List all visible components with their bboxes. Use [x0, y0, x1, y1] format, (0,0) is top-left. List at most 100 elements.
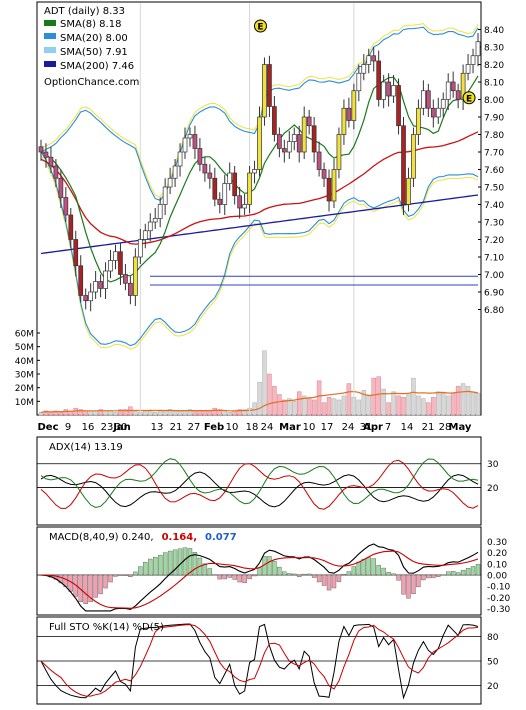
volume-bar	[296, 391, 302, 416]
candle-body	[232, 172, 238, 197]
volume-bar	[440, 392, 446, 416]
minus-di-line	[40, 459, 479, 510]
volume-bar	[406, 392, 411, 416]
macd-histogram-bar	[277, 566, 282, 576]
price-tick-label: 8.10	[484, 79, 504, 89]
macd-histogram-bar	[460, 570, 466, 576]
volume-bar	[93, 410, 98, 416]
volume-bar	[277, 394, 282, 416]
volume-bar	[118, 409, 123, 416]
volume-bar	[43, 410, 49, 416]
date-label: 31	[360, 422, 373, 433]
earnings-marker	[253, 19, 267, 33]
candle-body	[212, 177, 218, 200]
adx-panel: 30 20	[37, 458, 499, 510]
sto-tick-label: 80	[487, 633, 499, 643]
macd-histogram-bar	[282, 571, 287, 576]
candle-body	[257, 116, 262, 170]
candle-body	[83, 295, 89, 302]
candle-body	[133, 256, 138, 296]
date-label: 24	[261, 422, 274, 433]
volume-bar	[326, 396, 332, 416]
earnings-marker-label: E	[466, 94, 472, 104]
macd-histogram-bar	[297, 574, 302, 577]
macd-line	[40, 543, 479, 612]
macd-histogram-bar	[113, 574, 118, 577]
date-label: 21	[422, 422, 435, 433]
candle-body	[281, 148, 287, 153]
macd-tick-label: 0.20	[487, 549, 507, 559]
adx-title: ADX(14) 13.19	[49, 442, 123, 453]
date-label: Dec	[37, 422, 58, 433]
candle-body	[217, 198, 223, 205]
macd-histogram-bar	[426, 574, 431, 579]
volume-bar	[123, 409, 128, 416]
sma20-swatch	[44, 33, 56, 39]
volume-bar	[108, 410, 113, 416]
macd-histogram-bar	[470, 566, 476, 576]
volume-tick-label: 60M	[15, 330, 34, 340]
volume-bar	[272, 386, 277, 416]
candle-body	[455, 90, 461, 100]
candle-body	[157, 204, 163, 219]
macd-histogram-bar	[242, 574, 247, 584]
macd-histogram-bar	[371, 558, 376, 576]
candle-body	[207, 172, 213, 179]
macd-histogram-bar	[411, 574, 416, 595]
candle-body	[376, 60, 382, 100]
volume-bar	[217, 409, 223, 416]
volume-bar	[98, 409, 103, 416]
sma8-legend: SMA(8) 8.18	[60, 19, 121, 30]
macd-histogram-bar	[406, 574, 411, 599]
date-label: 23	[101, 422, 114, 433]
volume-bar	[287, 398, 292, 416]
candle-body	[53, 165, 59, 179]
candle-body	[301, 116, 307, 153]
candle-body	[386, 81, 391, 97]
candle-body	[162, 186, 168, 205]
macd-histogram-bar	[381, 567, 386, 576]
volume-bar	[103, 410, 108, 416]
candle-body	[68, 214, 74, 240]
price-tick-label: 6.80	[484, 306, 504, 316]
macd-histogram-bar	[361, 558, 366, 576]
sma200-legend: SMA(200) 7.46	[60, 61, 134, 72]
candle-body	[396, 85, 401, 127]
volume-bar	[143, 410, 148, 416]
macd-histogram-bar	[98, 574, 103, 595]
sto-tick-label: 50	[487, 658, 499, 668]
candle-body	[346, 107, 352, 121]
candle-body	[445, 81, 451, 100]
candle-body	[331, 169, 337, 202]
macd-histogram-bar	[148, 558, 153, 576]
macd-histogram-bar	[366, 557, 371, 576]
candle-body	[103, 270, 108, 289]
volume-average-line	[40, 390, 479, 413]
volume-bar	[88, 410, 93, 416]
bollinger-lower-band	[40, 151, 479, 347]
candle-body	[361, 64, 367, 74]
candle-body	[262, 64, 267, 118]
price-tick-label: 7.70	[484, 149, 504, 159]
volume-bar	[331, 398, 337, 416]
macd-histogram-bar	[108, 574, 113, 583]
candle-body	[177, 151, 183, 167]
macd-histogram-bar	[227, 574, 232, 578]
volume-bar	[411, 377, 416, 416]
volume-bar	[53, 410, 59, 416]
sto-title: Full STO %K(14) %D(5)	[49, 622, 164, 633]
volume-bar	[316, 380, 322, 416]
volume-bar	[431, 396, 436, 416]
macd-histogram-bar	[446, 571, 451, 576]
candle-body	[321, 169, 327, 179]
candle-body	[435, 107, 441, 118]
macd-histogram-bar	[346, 571, 352, 576]
date-label: 16	[82, 422, 95, 433]
candle-body	[128, 282, 133, 296]
volume-bar	[396, 395, 401, 416]
volume-bar	[133, 410, 138, 416]
candle-body	[108, 260, 113, 272]
volume-bar	[282, 399, 287, 416]
candle-body	[336, 134, 342, 170]
earnings-marker	[462, 91, 476, 105]
